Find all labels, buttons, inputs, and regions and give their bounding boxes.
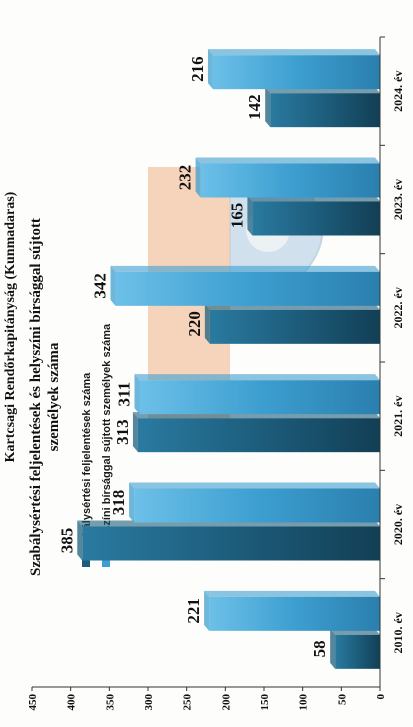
bar — [139, 380, 380, 415]
bar-side — [204, 590, 380, 597]
bar-value-label: 220 — [185, 311, 204, 337]
chart-title: Szabálysértési feljelentések és helyszín… — [28, 218, 62, 576]
legend-swatch — [82, 559, 90, 567]
bar-value-label: 221 — [184, 598, 203, 624]
bar-value-label: 318 — [109, 490, 128, 516]
rotated-chart: Szabálysértési feljelentések és helyszín… — [3, 36, 405, 711]
category-label: 2022. év — [391, 287, 405, 328]
bar-value-label: 216 — [188, 56, 207, 82]
y-tick-label: 400 — [66, 694, 78, 711]
category-label: 2021. év — [391, 396, 405, 437]
bar — [252, 201, 380, 236]
bar-top — [110, 265, 116, 306]
y-tick-label: 0 — [375, 694, 387, 700]
bar-top — [204, 590, 210, 631]
bar — [82, 526, 381, 561]
x-axis: 2010. év 2020. év 2021. év 2022. év 2023. év… — [380, 36, 405, 653]
bar-value-label: 165 — [227, 203, 246, 229]
bar — [209, 309, 380, 344]
bar-side — [195, 157, 380, 164]
bar-value-label: 142 — [245, 94, 264, 120]
bar-value-label: 311 — [114, 382, 133, 407]
bar — [137, 418, 380, 453]
chart-title-line: személyek száma — [46, 342, 62, 451]
bar-side — [110, 265, 380, 272]
y-tick-label: 50 — [336, 694, 348, 706]
category-label: 2020. év — [391, 504, 405, 545]
legend-label: Helyszíni bírsággal sújtott személyek sz… — [101, 323, 113, 555]
category-label: 2010. év — [391, 612, 405, 653]
bar — [270, 93, 381, 128]
bar-top — [134, 374, 140, 415]
bar-side — [207, 49, 380, 56]
bar-value-label: 58 — [310, 640, 329, 657]
bar — [335, 634, 380, 669]
bar — [134, 488, 380, 523]
y-tick-label: 200 — [220, 694, 232, 711]
y-tick-label: 300 — [143, 694, 155, 711]
bar-top — [265, 87, 271, 128]
bars: 58 221 385 318 313 311 220 342 165 232 142 216 — [57, 49, 381, 669]
bar-value-label: 313 — [113, 419, 132, 445]
legend-label: Szabálysértési feljelentések száma — [81, 372, 93, 555]
legend-swatch — [102, 559, 110, 567]
y-tick-label: 250 — [182, 694, 194, 711]
bar-side — [134, 374, 380, 381]
legend: Szabálysértési feljelentések száma Helysz… — [81, 323, 113, 567]
bar — [115, 271, 381, 306]
bar-top — [247, 195, 253, 236]
bar-top — [195, 157, 201, 198]
bar-side — [129, 482, 380, 489]
bar — [212, 55, 380, 90]
y-tick-label: 350 — [104, 694, 116, 711]
chart-title-line: Szabálysértési feljelentések és helyszín… — [28, 218, 44, 576]
bar-value-label: 232 — [176, 165, 195, 191]
bar — [200, 163, 380, 198]
y-tick-label: 150 — [259, 694, 271, 711]
bar-top — [207, 49, 213, 90]
category-label: 2023. év — [391, 179, 405, 220]
category-label: 2024. év — [391, 71, 405, 112]
y-tick-label: 100 — [298, 694, 310, 711]
bar-top — [204, 303, 210, 344]
bar-top — [77, 520, 83, 561]
bar-value-label: 342 — [91, 273, 110, 299]
bar-value-label: 385 — [57, 528, 76, 554]
bar-top — [132, 412, 138, 453]
bar — [209, 596, 380, 631]
bar-top — [330, 628, 336, 669]
y-tick-label: 450 — [27, 694, 39, 711]
header-text: Kartcsagi Rendőrkapitányság (Kunmadaras) — [3, 191, 18, 462]
bar-top — [129, 482, 135, 523]
